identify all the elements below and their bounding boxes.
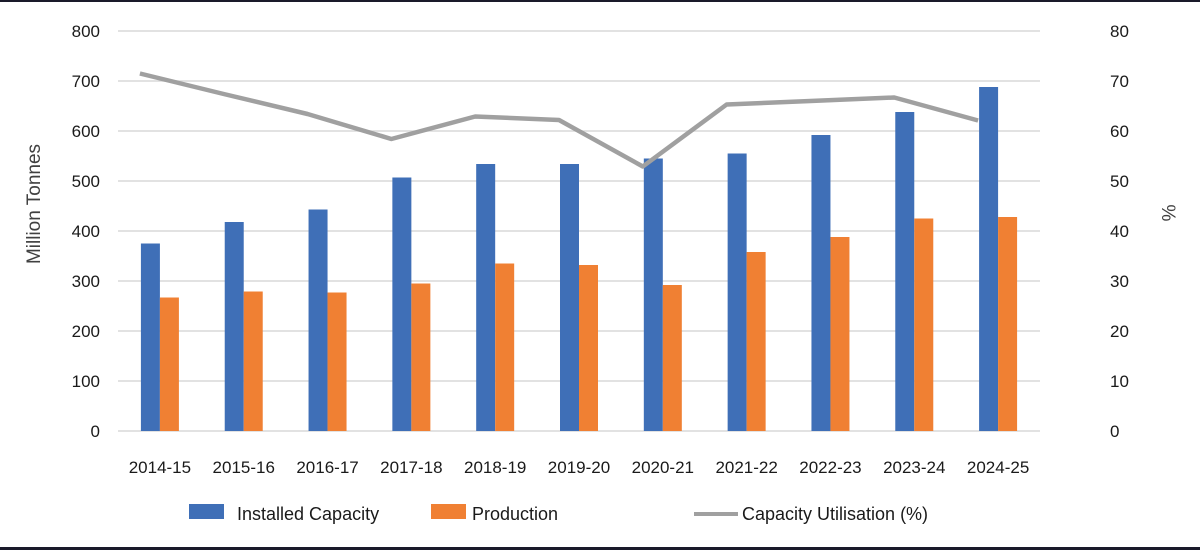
- x-tick-label: 2022-23: [799, 458, 861, 477]
- y2-tick-label: 40: [1110, 222, 1129, 241]
- bar-installed-capacity: [476, 164, 496, 431]
- y-axis-title: Million Tonnes: [24, 144, 45, 264]
- bar-production: [243, 291, 263, 431]
- legend-label-capacity-utilisation: Capacity Utilisation (%): [742, 504, 928, 524]
- legend-swatch-production: [431, 504, 466, 519]
- y-tick-label: 300: [72, 272, 100, 291]
- x-tick-label: 2017-18: [380, 458, 442, 477]
- bar-installed-capacity: [643, 158, 663, 431]
- y-tick-label: 100: [72, 372, 100, 391]
- legend: Installed Capacity Production Capacity U…: [189, 504, 928, 524]
- legend-label-installed-capacity: Installed Capacity: [237, 504, 379, 524]
- y-tick-label: 700: [72, 72, 100, 91]
- y2-tick-label: 30: [1110, 272, 1129, 291]
- x-tick-label: 2016-17: [296, 458, 358, 477]
- bar-production: [327, 292, 347, 431]
- bar-installed-capacity: [140, 243, 160, 431]
- y2-tick-label: 10: [1110, 372, 1129, 391]
- x-tick-label: 2015-16: [213, 458, 275, 477]
- y-tick-label: 0: [91, 422, 100, 441]
- y2-tick-label: 0: [1110, 422, 1119, 441]
- x-tick-label: 2018-19: [464, 458, 526, 477]
- bar-production: [411, 283, 431, 431]
- y2-axis-title: %: [1157, 205, 1178, 222]
- y2-tick-label: 50: [1110, 172, 1129, 191]
- x-tick-label: 2023-24: [883, 458, 945, 477]
- y2-tick-label: 80: [1110, 22, 1129, 41]
- y2-tick-label: 20: [1110, 322, 1129, 341]
- y-tick-label: 200: [72, 322, 100, 341]
- y2-tick-label: 70: [1110, 72, 1129, 91]
- bar-production: [662, 285, 682, 431]
- bar-production: [579, 265, 598, 431]
- legend-swatch-installed-capacity: [189, 504, 224, 519]
- bar-production: [495, 263, 515, 431]
- bar-installed-capacity: [727, 153, 747, 431]
- bar-installed-capacity: [560, 164, 579, 431]
- bar-installed-capacity: [811, 135, 831, 431]
- y-tick-label: 600: [72, 122, 100, 141]
- x-tick-label: 2021-22: [715, 458, 777, 477]
- bar-production: [914, 218, 934, 431]
- y2-tick-label: 60: [1110, 122, 1129, 141]
- x-tick-label: 2024-25: [967, 458, 1029, 477]
- bar-installed-capacity: [979, 87, 999, 431]
- bar-installed-capacity: [224, 222, 244, 431]
- y-tick-label: 800: [72, 22, 100, 41]
- y-tick-label: 400: [72, 222, 100, 241]
- bar-installed-capacity: [895, 112, 915, 431]
- x-tick-label: 2019-20: [548, 458, 610, 477]
- bar-installed-capacity: [392, 177, 412, 431]
- bar-production: [746, 252, 766, 431]
- bar-installed-capacity: [308, 209, 328, 431]
- y-tick-label: 500: [72, 172, 100, 191]
- bar-production: [830, 237, 850, 431]
- bar-production: [998, 217, 1018, 431]
- bar-production: [159, 297, 179, 431]
- x-tick-label: 2020-21: [632, 458, 694, 477]
- x-tick-label: 2014-15: [129, 458, 191, 477]
- legend-label-production: Production: [472, 504, 558, 524]
